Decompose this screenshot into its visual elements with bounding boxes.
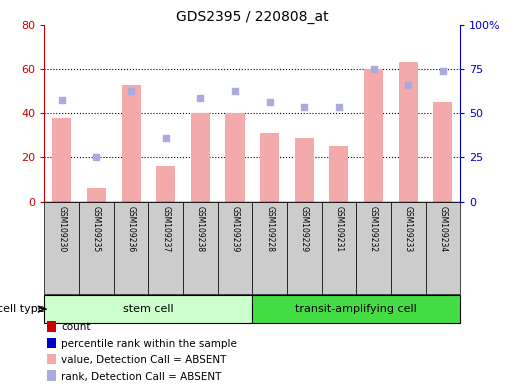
- Bar: [218, 202, 253, 294]
- Point: [231, 88, 239, 94]
- Bar: [322, 202, 356, 294]
- Bar: [121, 84, 141, 202]
- Bar: [391, 202, 426, 294]
- Bar: [364, 69, 383, 202]
- Bar: [114, 202, 149, 294]
- Text: GSM109236: GSM109236: [127, 206, 135, 252]
- Text: GSM109228: GSM109228: [265, 206, 274, 252]
- Bar: [149, 202, 183, 294]
- Bar: [79, 202, 114, 294]
- Bar: [47, 354, 56, 364]
- Bar: [253, 202, 287, 294]
- Text: GSM109237: GSM109237: [161, 206, 170, 252]
- Bar: [329, 146, 348, 202]
- Point: [266, 99, 274, 105]
- Bar: [47, 370, 56, 381]
- Text: GSM109234: GSM109234: [438, 206, 447, 252]
- Text: cell type: cell type: [0, 304, 44, 314]
- Text: GSM109230: GSM109230: [58, 206, 66, 252]
- Point: [300, 104, 309, 110]
- Text: GSM109232: GSM109232: [369, 206, 378, 252]
- Text: stem cell: stem cell: [123, 304, 174, 314]
- Point: [162, 134, 170, 141]
- Bar: [225, 113, 245, 202]
- Text: GSM109239: GSM109239: [231, 206, 240, 252]
- Title: GDS2395 / 220808_at: GDS2395 / 220808_at: [176, 10, 328, 24]
- Bar: [434, 102, 452, 202]
- Text: rank, Detection Call = ABSENT: rank, Detection Call = ABSENT: [61, 372, 222, 382]
- Bar: [356, 202, 391, 294]
- Bar: [47, 321, 56, 332]
- Bar: [287, 202, 322, 294]
- Text: GSM109229: GSM109229: [300, 206, 309, 252]
- Text: value, Detection Call = ABSENT: value, Detection Call = ABSENT: [61, 355, 226, 365]
- Bar: [295, 137, 314, 202]
- Text: GSM109238: GSM109238: [196, 206, 205, 252]
- Text: GSM109235: GSM109235: [92, 206, 101, 252]
- Point: [127, 88, 135, 94]
- Bar: [399, 63, 418, 202]
- Point: [92, 154, 100, 161]
- Bar: [44, 202, 79, 294]
- Bar: [191, 113, 210, 202]
- Point: [439, 68, 447, 74]
- Point: [404, 81, 413, 88]
- Bar: [183, 202, 218, 294]
- Point: [58, 97, 66, 103]
- Text: percentile rank within the sample: percentile rank within the sample: [61, 339, 237, 349]
- Bar: [44, 295, 252, 323]
- Bar: [426, 202, 460, 294]
- Bar: [260, 133, 279, 202]
- Text: transit-amplifying cell: transit-amplifying cell: [295, 304, 417, 314]
- Point: [335, 104, 343, 110]
- Bar: [52, 118, 71, 202]
- Point: [196, 95, 204, 101]
- Bar: [87, 189, 106, 202]
- Bar: [47, 338, 56, 348]
- Point: [369, 66, 378, 72]
- Bar: [253, 295, 460, 323]
- Text: GSM109233: GSM109233: [404, 206, 413, 252]
- Text: GSM109231: GSM109231: [335, 206, 344, 252]
- Bar: [156, 166, 175, 202]
- Text: count: count: [61, 323, 90, 333]
